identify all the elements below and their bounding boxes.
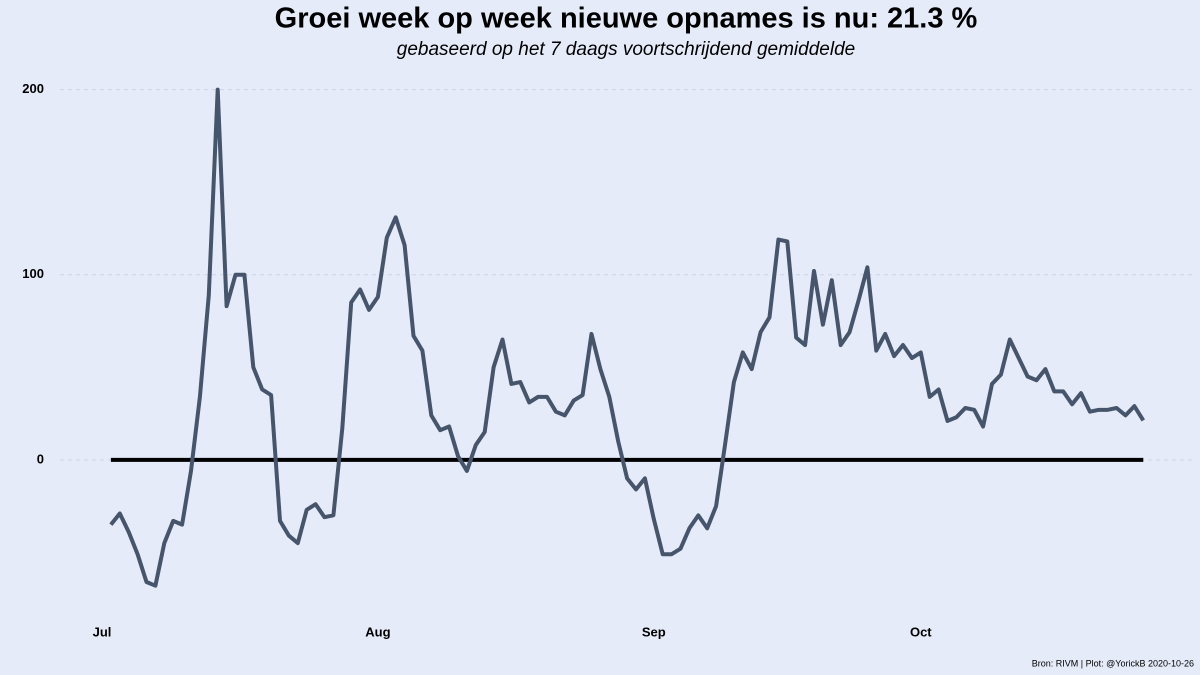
y-tick-label: 200	[22, 81, 44, 96]
x-tick-label: Aug	[365, 624, 390, 639]
chart-title: Groei week op week nieuwe opnames is nu:…	[275, 3, 978, 35]
y-tick-label: 100	[22, 266, 44, 281]
x-tick-label: Sep	[642, 624, 666, 639]
data-line	[109, 87, 1145, 588]
x-tick-label: Jul	[93, 624, 112, 639]
caption: Bron: RIVM | Plot: @YorickB 2020-10-26	[1032, 658, 1194, 668]
x-tick-label: Oct	[910, 624, 932, 639]
chart-subtitle: gebaseerd op het 7 daags voortschrijdend…	[397, 39, 855, 60]
y-tick-label: 0	[37, 451, 44, 466]
